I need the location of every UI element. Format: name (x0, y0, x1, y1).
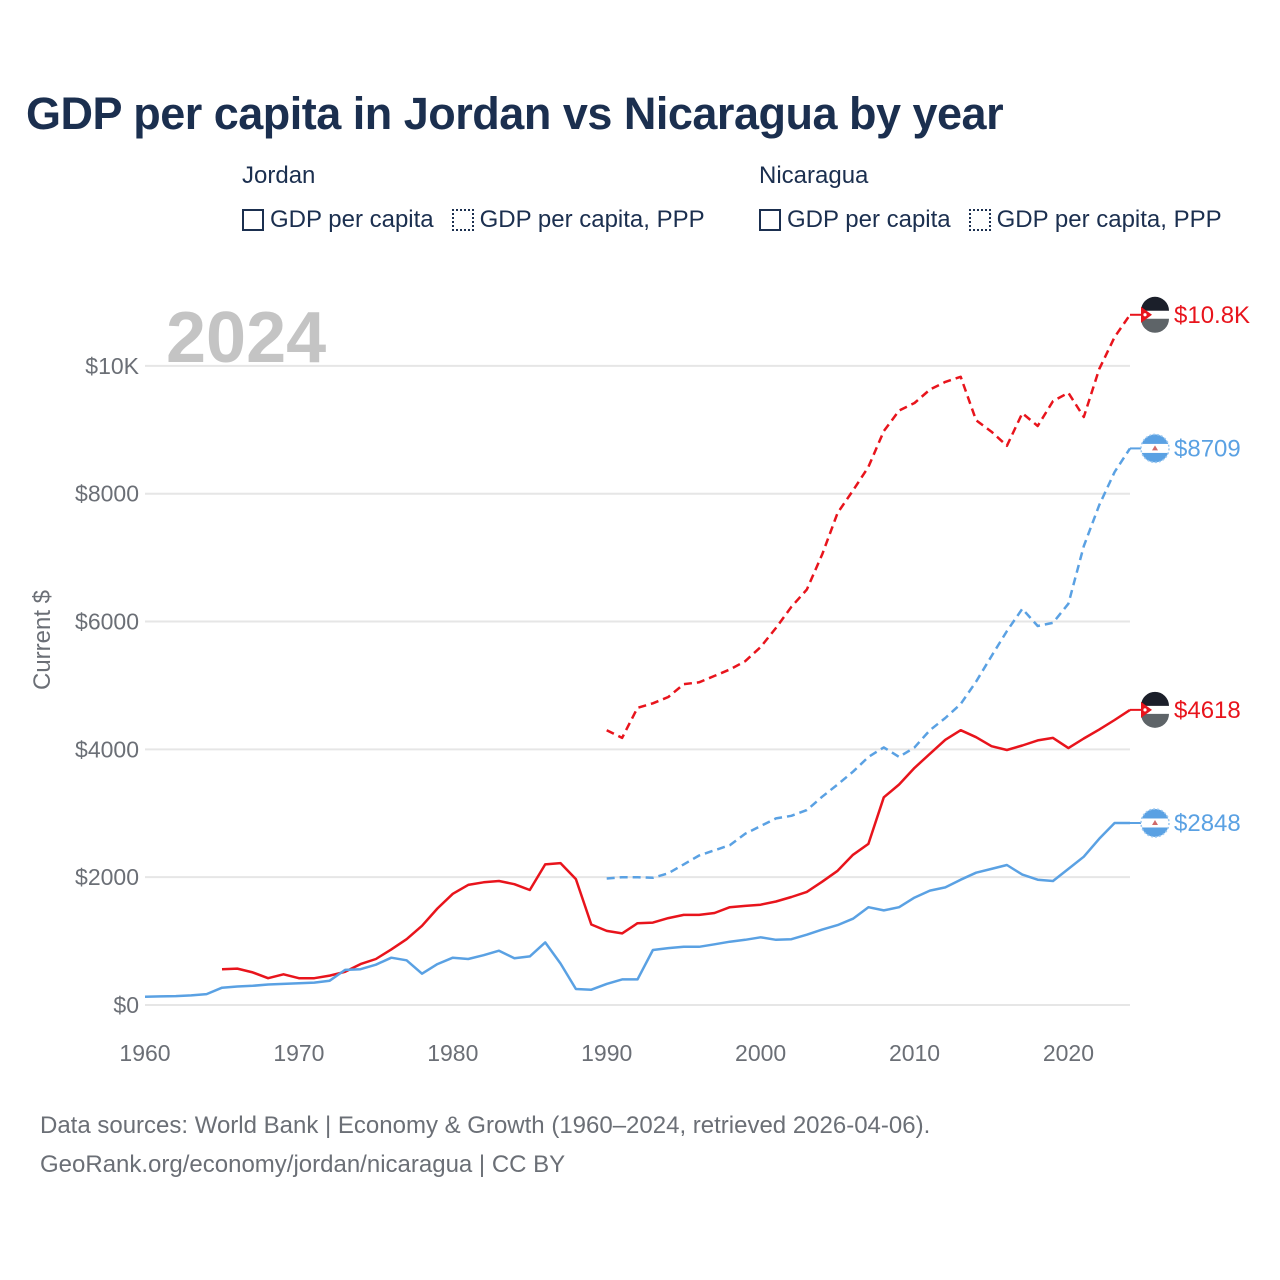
footer: Data sources: World Bank | Economy & Gro… (40, 1106, 930, 1184)
end-label-value: $10.8K (1174, 302, 1250, 329)
legend-label: GDP per capita, PPP (479, 206, 705, 233)
nicaragua-flag-icon (1140, 808, 1170, 838)
legend-swatch-solid (759, 209, 781, 231)
series-line-jordan-gdp-per-capita-ppp[interactable] (606, 314, 1132, 740)
end-label-value: $4618 (1174, 697, 1241, 724)
x-tick-label: 1980 (427, 1040, 478, 1066)
x-tick-label: 1960 (119, 1040, 170, 1066)
legend-label: GDP per capita, PPP (996, 206, 1222, 233)
x-tick-label: 1970 (273, 1040, 324, 1066)
legend-swatch-solid (242, 209, 264, 231)
end-label-value: $8709 (1174, 435, 1241, 462)
y-tick-label: $0 (113, 992, 139, 1018)
series-line-jordan-gdp-per-capita[interactable] (221, 708, 1131, 980)
legend-item-nicaragua-gdp[interactable]: GDP per capita (759, 206, 951, 234)
y-tick-label: $8000 (75, 481, 139, 507)
line-chart: 2024 $0 $2000 $4000 $6000 $8000 $10K 1960 1970… (29, 296, 1250, 1066)
nicaragua-flag-icon (1140, 433, 1170, 464)
jordan-flag-icon (1141, 691, 1169, 728)
y-axis-label: Current $ (29, 590, 56, 690)
footer-link[interactable]: GeoRank.org/economy/jordan/nicaragua | C… (40, 1151, 566, 1178)
legend-country-nicaragua: Nicaragua (759, 162, 869, 189)
y-tick-label: $10K (85, 353, 139, 379)
y-tick-label: $2000 (75, 864, 139, 890)
x-axis-ticks: 1960 1970 1980 1990 2000 2010 2020 (119, 1040, 1094, 1066)
legend-item-jordan-gdp[interactable]: GDP per capita (242, 206, 434, 234)
legend-swatch-dotted (968, 209, 991, 231)
legend-item-nicaragua-gdp-ppp[interactable]: GDP per capita, PPP (968, 206, 1222, 234)
series-line-nicaragua-gdp-per-capita-ppp[interactable] (606, 447, 1132, 880)
x-tick-label: 2010 (889, 1040, 940, 1066)
y-axis-ticks: $0 $2000 $4000 $6000 $8000 $10K (75, 353, 140, 1018)
legend-group-jordan: Jordan GDP per capita GDP per capita, PP… (242, 162, 705, 234)
x-tick-label: 2000 (735, 1040, 786, 1066)
legend-group-nicaragua: Nicaragua GDP per capita GDP per capita,… (759, 162, 1222, 234)
legend-item-jordan-gdp-ppp[interactable]: GDP per capita, PPP (451, 206, 705, 234)
year-watermark: 2024 (166, 298, 326, 378)
legend-swatch-dotted (451, 209, 474, 231)
legend-label: GDP per capita (787, 206, 951, 233)
grid-lines (145, 364, 1130, 1006)
end-labels: $10.8K $8709 $4618 $2848 (1130, 296, 1250, 838)
series-line-nicaragua-gdp-per-capita[interactable] (144, 821, 1130, 998)
y-tick-label: $6000 (75, 609, 139, 635)
x-tick-label: 2020 (1043, 1040, 1094, 1066)
footer-sources: Data sources: World Bank | Economy & Gro… (40, 1112, 931, 1139)
legend-country-jordan: Jordan (242, 162, 316, 189)
y-tick-label: $4000 (75, 736, 139, 762)
jordan-flag-icon (1141, 296, 1169, 333)
chart-title: GDP per capita in Jordan vs Nicaragua by… (26, 88, 1004, 139)
x-tick-label: 1990 (581, 1040, 632, 1066)
legend-label: GDP per capita (270, 206, 434, 233)
series-lines (144, 314, 1132, 998)
end-label-value: $2848 (1174, 810, 1241, 837)
